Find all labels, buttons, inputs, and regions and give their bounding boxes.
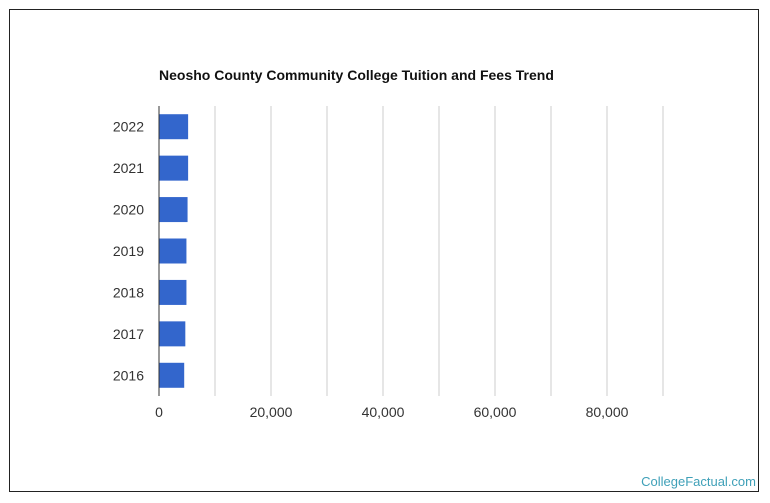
y-tick-label: 2016: [113, 367, 144, 383]
x-tick-label: 80,000: [586, 404, 629, 420]
x-tick-label: 40,000: [362, 404, 405, 420]
y-tick-label: 2020: [113, 202, 144, 218]
gridlines: [214, 106, 664, 396]
bar-2020: [159, 197, 188, 223]
x-tick-label: 0: [155, 404, 163, 420]
bar-2017: [159, 321, 186, 347]
y-tick-label: 2022: [113, 119, 144, 135]
y-tick-label: 2021: [113, 160, 144, 176]
bar-2022: [159, 114, 189, 140]
bar-2018: [159, 279, 187, 305]
bars: [159, 114, 189, 388]
y-tick-labels: 2022 2021 2020 2019 2018 2017 2016: [113, 119, 144, 384]
bar-2019: [159, 238, 187, 264]
bar-2021: [159, 155, 189, 181]
y-tick-label: 2019: [113, 243, 144, 259]
y-tick-label: 2017: [113, 326, 144, 342]
y-tick-label: 2018: [113, 284, 144, 300]
collegefactual-watermark[interactable]: CollegeFactual.com: [641, 474, 756, 489]
chart-title: Neosho County Community College Tuition …: [159, 67, 554, 83]
chart-frame: [9, 9, 759, 492]
bar-2016: [159, 362, 185, 388]
x-tick-label: 60,000: [474, 404, 517, 420]
x-tick-label: 20,000: [250, 404, 293, 420]
x-tick-labels: 0 20,000 40,000 60,000 80,000: [155, 404, 629, 420]
